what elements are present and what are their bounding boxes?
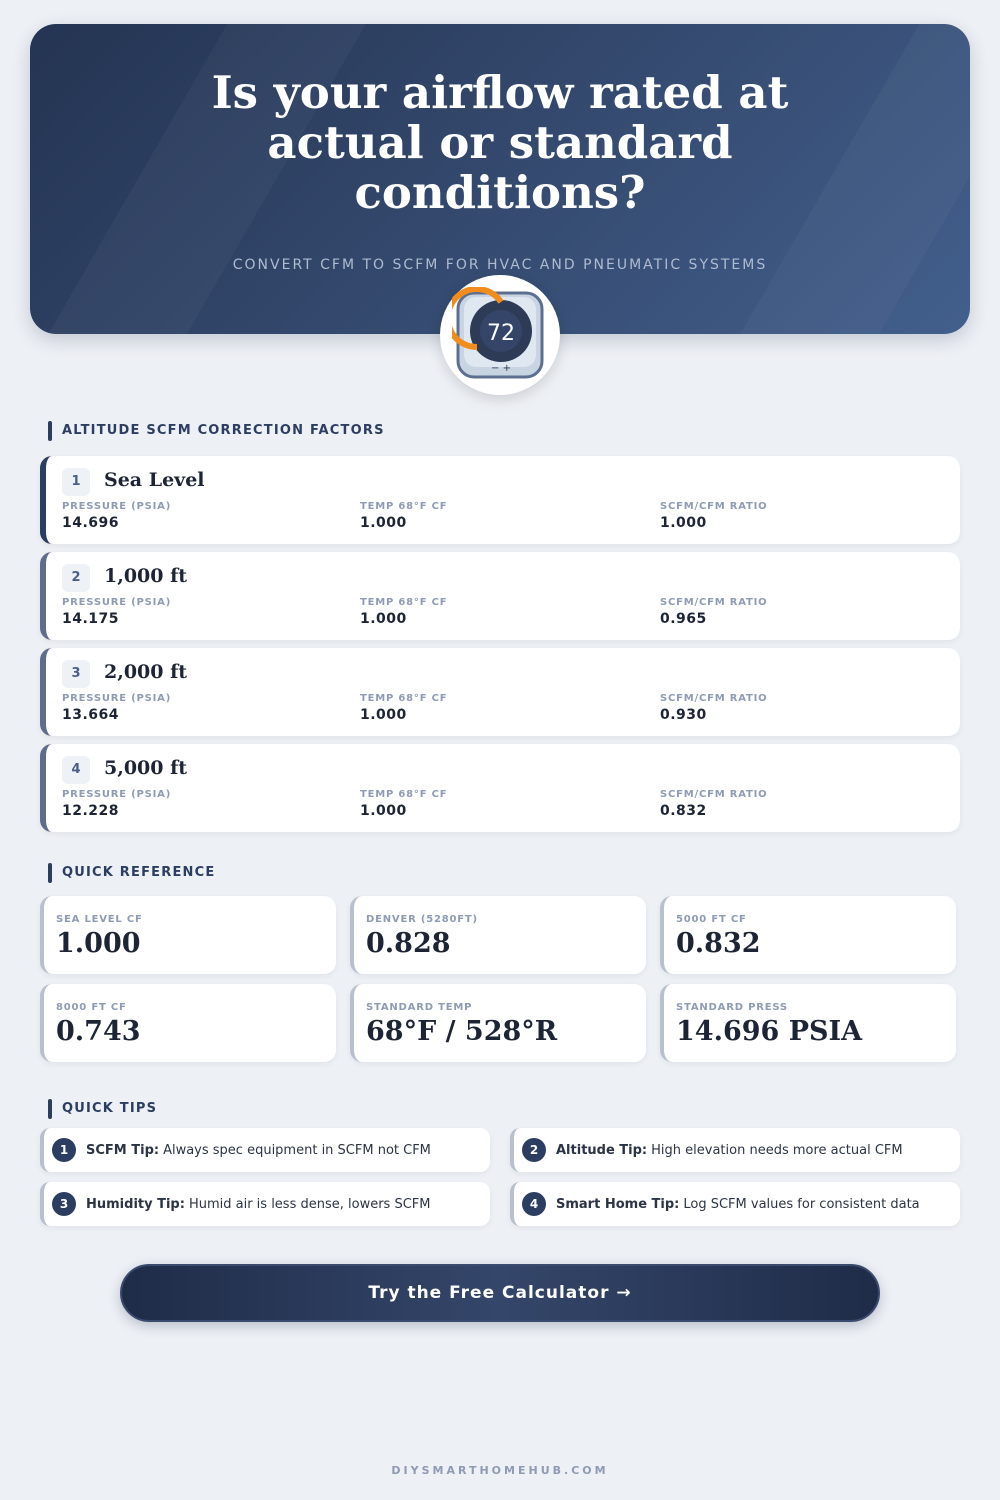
section-heading-quick-tips: QUICK TIPS — [48, 1099, 157, 1119]
row-number: 3 — [62, 660, 90, 688]
section-heading-altitude: ALTITUDE SCFM CORRECTION FACTORS — [48, 421, 385, 441]
ratio-label: SCFM/CFM RATIO — [660, 501, 768, 512]
reference-card: STANDARD PRESS 14.696 PSIA — [660, 984, 956, 1062]
tip-number: 3 — [52, 1192, 76, 1216]
reference-label: 5000 FT CF — [676, 914, 747, 925]
temp-cf-label: TEMP 68°F CF — [360, 501, 448, 512]
temp-cf-value: 1.000 — [360, 515, 407, 531]
pressure-label: PRESSURE (PSIA) — [62, 789, 172, 800]
temp-cf-label: TEMP 68°F CF — [360, 693, 448, 704]
pressure-label: PRESSURE (PSIA) — [62, 501, 172, 512]
section-heading-quick-reference: QUICK REFERENCE — [48, 863, 215, 883]
ratio-value: 0.965 — [660, 611, 707, 627]
pressure-label: PRESSURE (PSIA) — [62, 597, 172, 608]
tip-text: High elevation needs more actual CFM — [651, 1142, 903, 1158]
row-number: 1 — [62, 468, 90, 496]
altitude-row: 1 Sea Level PRESSURE (PSIA) 14.696 TEMP … — [40, 456, 960, 544]
tip-title: Altitude Tip: — [556, 1142, 648, 1158]
temp-cf-label: TEMP 68°F CF — [360, 789, 448, 800]
ratio-label: SCFM/CFM RATIO — [660, 597, 768, 608]
pressure-label: PRESSURE (PSIA) — [62, 693, 172, 704]
page-subtitle: CONVERT CFM TO SCFM FOR HVAC AND PNEUMAT… — [232, 257, 768, 273]
reference-card: 5000 FT CF 0.832 — [660, 896, 956, 974]
ratio-value: 0.832 — [660, 803, 707, 819]
pressure-value: 14.696 — [62, 515, 120, 531]
reference-value: 0.828 — [366, 928, 451, 959]
tip-number: 4 — [522, 1192, 546, 1216]
reference-label: STANDARD TEMP — [366, 1002, 473, 1013]
tip-number: 1 — [52, 1138, 76, 1162]
reference-value: 14.696 PSIA — [676, 1016, 863, 1047]
tip-card: 2 Altitude Tip: High elevation needs mor… — [510, 1128, 960, 1172]
row-title: 5,000 ft — [104, 757, 188, 779]
thermostat-reading: 72 — [487, 321, 515, 346]
pressure-value: 12.228 — [62, 803, 120, 819]
page-title: Is your airflow rated at actual or stand… — [211, 66, 789, 219]
altitude-row: 4 5,000 ft PRESSURE (PSIA) 12.228 TEMP 6… — [40, 744, 960, 832]
free-calculator-button[interactable]: Try the Free Calculator → — [120, 1264, 880, 1322]
tip-text: Log SCFM values for consistent data — [683, 1196, 920, 1212]
row-title: 2,000 ft — [104, 661, 188, 683]
svg-text:− +: − + — [491, 363, 511, 374]
reference-value: 0.743 — [56, 1016, 141, 1047]
ratio-label: SCFM/CFM RATIO — [660, 789, 768, 800]
reference-value: 68°F / 528°R — [366, 1016, 558, 1047]
tip-number: 2 — [522, 1138, 546, 1162]
tip-card: 1 SCFM Tip: Always spec equipment in SCF… — [40, 1128, 490, 1172]
reference-value: 0.832 — [676, 928, 761, 959]
reference-label: STANDARD PRESS — [676, 1002, 788, 1013]
tip-text: Humid air is less dense, lowers SCFM — [188, 1196, 431, 1212]
reference-label: SEA LEVEL CF — [56, 914, 143, 925]
reference-label: 8000 FT CF — [56, 1002, 127, 1013]
tip-title: Humidity Tip: — [86, 1196, 185, 1212]
ratio-label: SCFM/CFM RATIO — [660, 693, 768, 704]
row-title: Sea Level — [104, 469, 205, 491]
temp-cf-value: 1.000 — [360, 707, 407, 723]
pressure-value: 14.175 — [62, 611, 120, 627]
tip-text: Always spec equipment in SCFM not CFM — [163, 1142, 431, 1158]
row-title: 1,000 ft — [104, 565, 188, 587]
reference-card: SEA LEVEL CF 1.000 — [40, 896, 336, 974]
altitude-row: 2 1,000 ft PRESSURE (PSIA) 14.175 TEMP 6… — [40, 552, 960, 640]
reference-card: STANDARD TEMP 68°F / 528°R — [350, 984, 646, 1062]
reference-label: DENVER (5280FT) — [366, 914, 478, 925]
thermostat-icon: 72 − + — [440, 275, 560, 395]
reference-value: 1.000 — [56, 928, 141, 959]
row-number: 2 — [62, 564, 90, 592]
tip-card: 3 Humidity Tip: Humid air is less dense,… — [40, 1182, 490, 1226]
reference-card: 8000 FT CF 0.743 — [40, 984, 336, 1062]
footer-site: DIYSMARTHOMEHUB.COM — [391, 1464, 609, 1477]
ratio-value: 0.930 — [660, 707, 707, 723]
tip-card: 4 Smart Home Tip: Log SCFM values for co… — [510, 1182, 960, 1226]
temp-cf-value: 1.000 — [360, 611, 407, 627]
temp-cf-value: 1.000 — [360, 803, 407, 819]
temp-cf-label: TEMP 68°F CF — [360, 597, 448, 608]
tip-title: Smart Home Tip: — [556, 1196, 680, 1212]
altitude-row: 3 2,000 ft PRESSURE (PSIA) 13.664 TEMP 6… — [40, 648, 960, 736]
ratio-value: 1.000 — [660, 515, 707, 531]
tip-title: SCFM Tip: — [86, 1142, 160, 1158]
reference-card: DENVER (5280FT) 0.828 — [350, 896, 646, 974]
row-number: 4 — [62, 756, 90, 784]
pressure-value: 13.664 — [62, 707, 120, 723]
